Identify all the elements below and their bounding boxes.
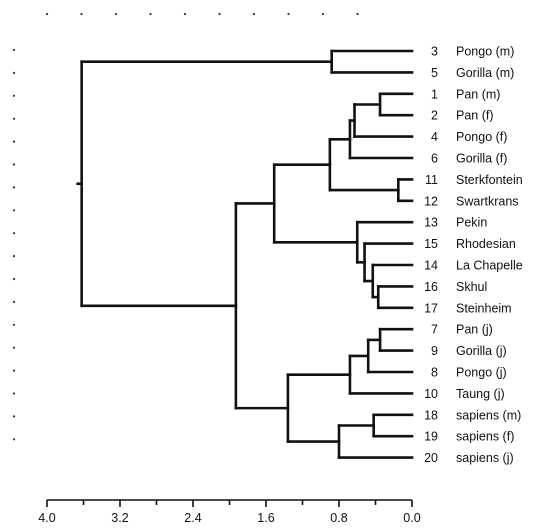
margin-dot: [12, 255, 16, 258]
leaf-label-1: Pan (m): [456, 87, 500, 101]
leaf-number-13: 13: [424, 216, 438, 230]
leaf-number-8: 8: [431, 366, 438, 380]
leaf-label-7: Pan (j): [456, 323, 493, 337]
leaf-label-19: sapiens (f): [456, 430, 514, 444]
leaf-label-list: 3 Pongo (m) 5 Gorilla (m) 1 Pan (m) 2 Pan (f) 4 P…: [424, 45, 523, 466]
leaf-label-2: Pan (f): [456, 109, 494, 123]
axis-tick-label: 2.4: [184, 511, 201, 525]
margin-dot: [80, 12, 83, 16]
leaf-number-14: 14: [424, 259, 438, 273]
leaf-label-10: Taung (j): [456, 387, 505, 401]
margin-dot: [12, 140, 16, 143]
leaf-number-4: 4: [431, 130, 438, 144]
leaf-number-7: 7: [431, 323, 438, 337]
leaf-number-11: 11: [425, 173, 438, 187]
margin-dot: [218, 12, 221, 16]
margin-dot: [12, 232, 16, 235]
margin-dot: [252, 12, 256, 16]
margin-dot: [12, 300, 16, 303]
margin-dot: [149, 12, 152, 16]
leaf-label-11: Sterkfontein: [456, 173, 523, 187]
leaf-label-18: sapiens (m): [456, 408, 521, 422]
leaf-label-20: sapiens (j): [456, 451, 514, 465]
leaf-label-17: Steinheim: [456, 301, 512, 315]
margin-dot: [287, 12, 290, 16]
leaf-number-19: 19: [424, 430, 438, 444]
leaf-number-3: 3: [431, 45, 438, 59]
margin-dot: [12, 438, 16, 441]
distance-axis: 4.0 3.2 2.4 1.6 0.8 0.0: [38, 499, 421, 525]
margin-dot: [12, 346, 16, 349]
leaf-label-6: Gorilla (f): [456, 152, 507, 166]
leaf-number-10: 10: [424, 387, 438, 401]
margin-dot: [12, 392, 16, 395]
margin-dot: [12, 163, 16, 166]
margin-dot: [12, 323, 16, 326]
margin-dot: [12, 277, 16, 281]
axis-tick-label: 3.2: [111, 511, 128, 525]
leaf-label-15: Rhodesian: [456, 237, 516, 251]
margin-dot: [321, 12, 325, 16]
leaf-number-6: 6: [431, 152, 438, 166]
axis-tick-label: 4.0: [38, 511, 55, 525]
leaf-label-14: La Chapelle: [456, 259, 523, 273]
margin-dot: [45, 12, 49, 16]
leaf-label-9: Gorilla (j): [456, 344, 507, 358]
margin-dot: [12, 94, 16, 97]
margin-dot: [183, 12, 187, 16]
leaf-number-12: 12: [424, 194, 438, 208]
leaf-number-5: 5: [431, 66, 438, 80]
leaf-number-1: 1: [431, 87, 438, 101]
axis-tick-label: 0.0: [403, 511, 420, 525]
leaf-number-20: 20: [424, 451, 438, 465]
margin-dot: [12, 209, 16, 212]
leaf-label-3: Pongo (m): [456, 45, 514, 59]
leaf-number-16: 16: [424, 280, 438, 294]
margin-dot: [12, 415, 16, 418]
margin-dot: [12, 117, 16, 120]
margin-dot: [12, 369, 16, 372]
margin-dot: [356, 12, 359, 16]
leaf-label-5: Gorilla (m): [456, 66, 514, 80]
leaf-label-8: Pongo (j): [456, 366, 507, 380]
margin-dot: [12, 48, 16, 52]
leaf-number-9: 9: [431, 344, 438, 358]
leaf-number-17: 17: [424, 301, 438, 315]
axis-tick-label: 0.8: [330, 511, 347, 525]
leaf-number-15: 15: [424, 237, 438, 251]
leaf-number-2: 2: [431, 109, 438, 123]
leaf-label-16: Skhul: [456, 280, 487, 294]
margin-dot-marks: [12, 12, 359, 441]
margin-dot: [12, 71, 16, 74]
dendrogram-branches: [76, 49, 414, 459]
margin-dot: [114, 12, 118, 16]
leaf-label-12: Swartkrans: [456, 194, 519, 208]
leaf-label-4: Pongo (f): [456, 130, 507, 144]
leaf-number-18: 18: [424, 408, 438, 422]
margin-dot: [12, 186, 16, 189]
leaf-label-13: Pekin: [456, 216, 487, 230]
axis-tick-label: 1.6: [257, 511, 274, 525]
